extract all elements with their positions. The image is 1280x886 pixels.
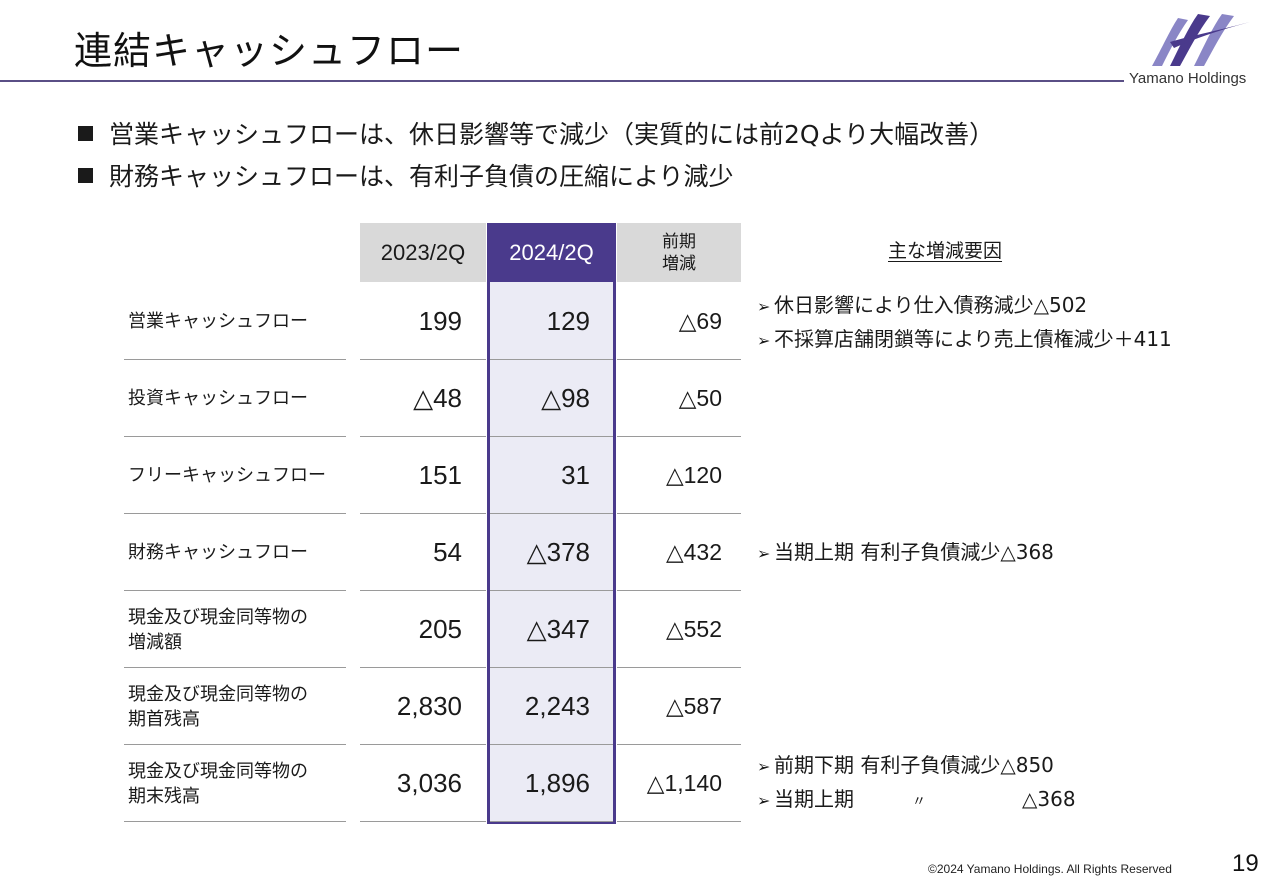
bullet-text: 営業キャッシュフローは、休日影響等で減少（実質的には前2Qより大幅改善） <box>109 120 995 149</box>
arrow-bullet-icon: ➢ <box>757 297 771 316</box>
value-2023: 3,036 <box>396 768 462 798</box>
value-2024: △98 <box>541 383 590 413</box>
value-diff: △552 <box>665 616 722 642</box>
arrow-bullet-icon: ➢ <box>757 331 771 350</box>
square-bullet-icon <box>78 167 93 183</box>
page-title: 連結キャッシュフロー <box>74 29 465 73</box>
value-2023: 2,830 <box>396 691 462 721</box>
header-2024-2q: 2024/2Q <box>487 223 616 282</box>
header-main-factors: 主な増減要因 <box>888 240 1003 262</box>
bullet-text: 財務キャッシュフローは、有利子負債の圧縮により減少 <box>109 162 734 191</box>
brand-name: Yamano Holdings <box>1129 70 1247 87</box>
header-yoy-line1: 前期 <box>662 231 696 252</box>
note-financing: ➢ 当期上期 有利子負債減少△368 <box>757 536 1054 570</box>
row-label: フリーキャッシュフロー <box>128 465 326 486</box>
arrow-bullet-icon: ➢ <box>757 544 771 563</box>
table-row-net-change: 現金及び現金同等物の 増減額 205 △347 △552 <box>0 591 1280 668</box>
table-row-beginning-balance: 現金及び現金同等物の 期首残高 2,830 2,243 △587 <box>0 668 1280 745</box>
bullet-item: 財務キャッシュフローは、有利子負債の圧縮により減少 <box>78 155 994 195</box>
value-2024: 129 <box>546 306 590 336</box>
page-number: 19 <box>1232 850 1259 877</box>
row-label: 財務キャッシュフロー <box>128 542 308 563</box>
value-diff: △432 <box>665 539 722 565</box>
table-row-operating: 営業キャッシュフロー 199 129 △69 <box>0 283 1280 360</box>
header-2023-2q: 2023/2Q <box>360 223 486 282</box>
row-label: 現金及び現金同等物の 期首残高 <box>128 683 308 730</box>
header-yoy-change: 前期 増減 <box>617 223 741 282</box>
row-label: 営業キャッシュフロー <box>128 311 308 332</box>
note-ending-balance: ➢ 前期下期 有利子負債減少△850 ➢ 当期上期〃 △368 <box>757 749 1076 818</box>
value-diff: △69 <box>678 308 722 334</box>
table-row-free-cash-flow: フリーキャッシュフロー 151 31 △120 <box>0 437 1280 514</box>
value-2023: 199 <box>418 306 462 336</box>
row-label: 現金及び現金同等物の 増減額 <box>128 606 308 653</box>
value-2024: 2,243 <box>524 691 590 721</box>
value-2023: 151 <box>418 460 462 490</box>
value-diff: △50 <box>678 385 722 411</box>
value-2024: 31 <box>561 460 590 490</box>
row-label: 現金及び現金同等物の 期末残高 <box>128 760 308 807</box>
table-row-financing: 財務キャッシュフロー 54 △378 △432 <box>0 514 1280 591</box>
title-divider <box>0 80 1124 82</box>
table-row-investing: 投資キャッシュフロー △48 △98 △50 <box>0 360 1280 437</box>
value-2024: △378 <box>526 537 590 567</box>
value-2024: △347 <box>526 614 590 644</box>
value-2023: △48 <box>413 383 462 413</box>
value-diff: △587 <box>665 693 722 719</box>
value-2023: 54 <box>433 537 462 567</box>
summary-bullets: 営業キャッシュフローは、休日影響等で減少（実質的には前2Qより大幅改善） 財務キ… <box>78 113 994 197</box>
table-row-ending-balance: 現金及び現金同等物の 期末残高 3,036 1,896 △1,140 <box>0 745 1280 822</box>
highlight-column-2024 <box>487 282 616 824</box>
bullet-item: 営業キャッシュフローは、休日影響等で減少（実質的には前2Qより大幅改善） <box>78 113 994 153</box>
yamano-logo-icon <box>1152 14 1250 66</box>
value-diff: △1,140 <box>646 770 722 796</box>
row-label: 投資キャッシュフロー <box>128 388 308 409</box>
note-operating: ➢ 休日影響により仕入債務減少△502 ➢ 不採算店舗閉鎖等により売上債権減少＋41… <box>757 289 1172 357</box>
copyright: ©2024 Yamano Holdings. All Rights Reserv… <box>928 862 1172 876</box>
value-2024: 1,896 <box>524 768 590 798</box>
value-diff: △120 <box>665 462 722 488</box>
header-yoy-line2: 増減 <box>662 253 696 274</box>
square-bullet-icon <box>78 125 93 141</box>
arrow-bullet-icon: ➢ <box>757 791 771 810</box>
value-2023: 205 <box>418 614 462 644</box>
arrow-bullet-icon: ➢ <box>757 757 771 776</box>
